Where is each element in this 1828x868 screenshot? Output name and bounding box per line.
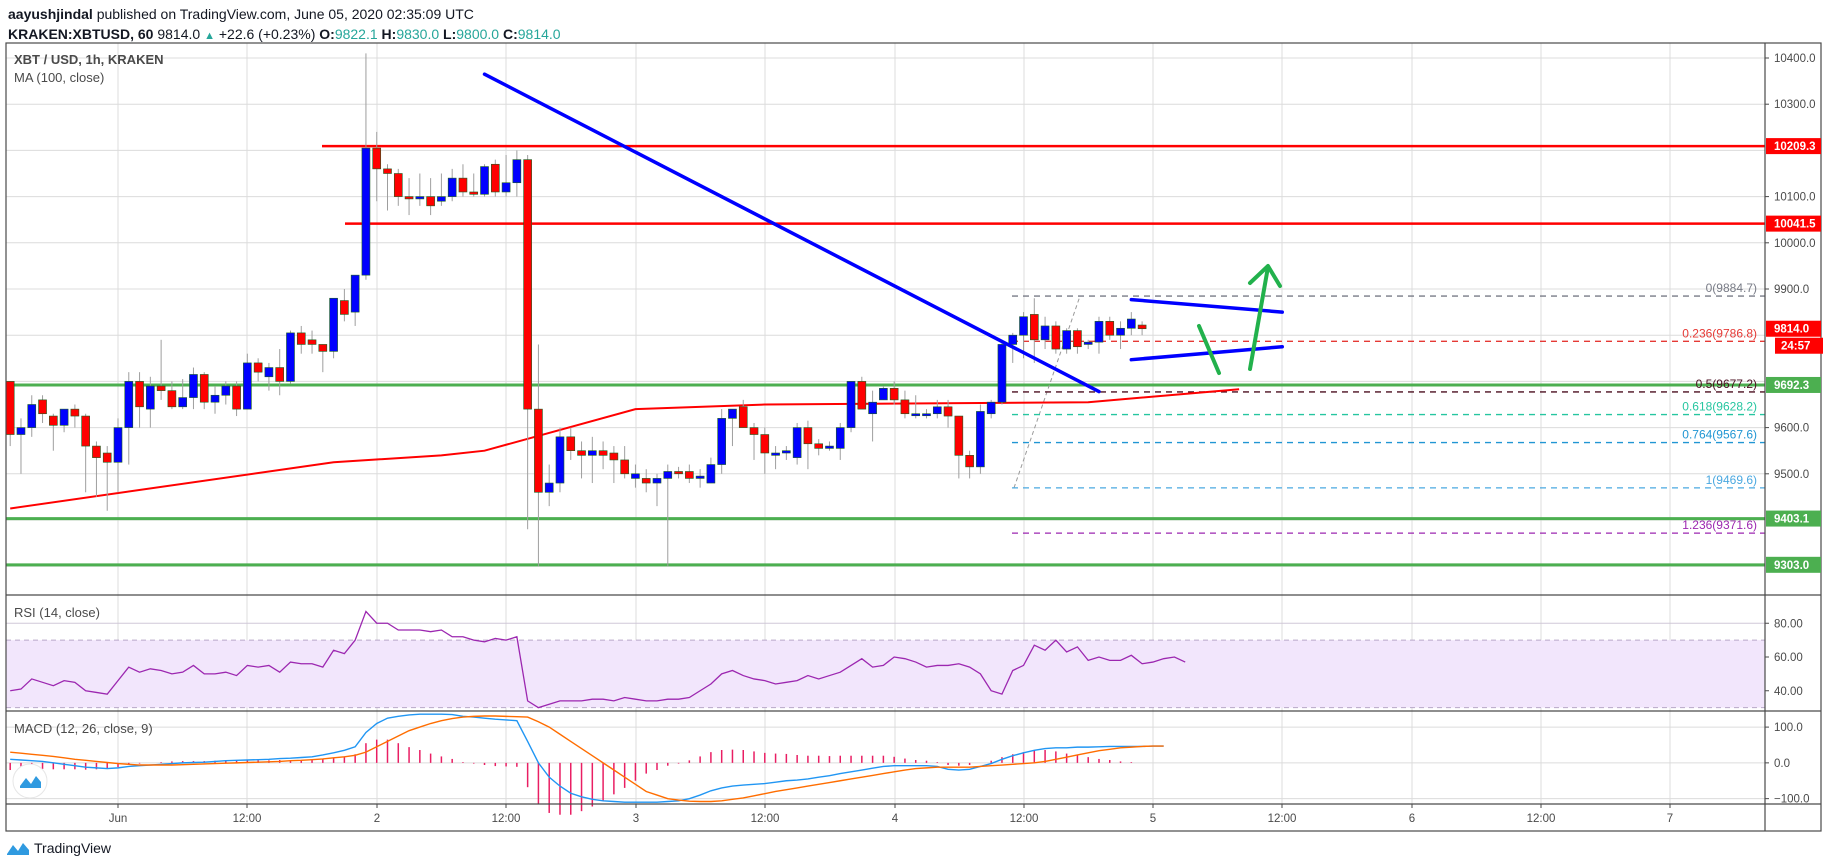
svg-text:24:57: 24:57 [1781, 341, 1810, 353]
svg-text:10209.3: 10209.3 [1774, 141, 1816, 153]
macd-histogram [9, 739, 1133, 815]
candlesticks [5, 53, 1147, 567]
svg-text:4: 4 [892, 813, 899, 825]
chart-frame [5, 42, 1822, 832]
svg-text:−100.0: −100.0 [1774, 794, 1810, 806]
svg-text:12:00: 12:00 [492, 813, 521, 825]
svg-text:10100.0: 10100.0 [1774, 192, 1816, 204]
symbol-label: KRAKEN:XBTUSD, 60 [8, 26, 154, 42]
low-value: 9800.0 [456, 26, 500, 42]
up-triangle-icon: ▲ [204, 30, 215, 42]
tradingview-brand: TradingView [34, 840, 112, 856]
svg-text:0.0: 0.0 [1774, 758, 1790, 770]
macd-line [10, 713, 1164, 803]
high-value: 9830.0 [396, 26, 440, 42]
rsi-legend: RSI (14, close) [14, 605, 100, 620]
published-text: published on TradingView.com, June 05, 2… [92, 6, 474, 22]
close-label: C: [502, 26, 518, 42]
svg-text:12:00: 12:00 [1268, 813, 1297, 825]
svg-text:40.00: 40.00 [1774, 686, 1803, 698]
svg-text:0.764(9567.6): 0.764(9567.6) [1682, 428, 1757, 442]
rsi-line [10, 610, 1186, 709]
svg-text:0.618(9628.2): 0.618(9628.2) [1682, 400, 1757, 414]
svg-text:12:00: 12:00 [233, 813, 262, 825]
svg-text:9303.0: 9303.0 [1774, 560, 1809, 572]
svg-text:9814.0: 9814.0 [1774, 324, 1809, 336]
tv-watermark-icon[interactable] [12, 763, 48, 799]
svg-text:12:00: 12:00 [1527, 813, 1556, 825]
svg-text:10300.0: 10300.0 [1774, 99, 1816, 111]
svg-text:12:00: 12:00 [751, 813, 780, 825]
svg-text:2: 2 [374, 813, 380, 825]
svg-text:5: 5 [1150, 813, 1156, 825]
svg-text:Jun: Jun [109, 813, 128, 825]
svg-text:9403.1: 9403.1 [1774, 514, 1810, 526]
svg-text:0.236(9786.8): 0.236(9786.8) [1682, 326, 1757, 340]
last-price: 9814.0 [157, 26, 201, 42]
close-value: 9814.0 [517, 26, 561, 42]
macd-legend: MACD (12, 26, close, 9) [14, 721, 153, 736]
svg-text:100.0: 100.0 [1774, 722, 1803, 734]
svg-text:6: 6 [1409, 813, 1415, 825]
svg-text:9500.0: 9500.0 [1774, 469, 1809, 481]
tradingview-cloud-icon [7, 843, 29, 855]
ma-legend: MA (100, close) [14, 70, 104, 85]
svg-text:9600.0: 9600.0 [1774, 423, 1809, 435]
svg-text:10000.0: 10000.0 [1774, 238, 1816, 250]
svg-text:3: 3 [633, 813, 639, 825]
axis-labels: Jun 12:00 2 12:00 3 12:00 4 12:00 5 12:00 6 12:00 7 1… [109, 53, 1816, 825]
svg-text:7: 7 [1667, 813, 1673, 825]
symbol-line: KRAKEN:XBTUSD, 60 9814.0 ▲ +22.6 (+0.23%… [8, 24, 561, 46]
svg-text:80.00: 80.00 [1774, 618, 1803, 630]
svg-text:1.236(9371.6): 1.236(9371.6) [1682, 518, 1757, 532]
svg-text:10041.5: 10041.5 [1774, 219, 1816, 231]
publish-header: aayushjindal published on TradingView.co… [8, 4, 561, 46]
svg-text:12:00: 12:00 [1010, 813, 1039, 825]
svg-text:9900.0: 9900.0 [1774, 284, 1809, 296]
horizontal-levels[interactable] [6, 144, 1765, 709]
svg-text:9692.3: 9692.3 [1774, 380, 1809, 392]
svg-text:60.00: 60.00 [1774, 652, 1803, 664]
signal-line [10, 715, 1164, 803]
publisher-name[interactable]: aayushjindal [8, 6, 93, 22]
chart-legend-title: XBT / USD, 1h, KRAKEN [14, 52, 164, 67]
rsi-band [6, 640, 1765, 708]
svg-text:10400.0: 10400.0 [1774, 53, 1816, 65]
high-label: H: [381, 26, 397, 42]
tradingview-logo[interactable]: TradingView [6, 840, 111, 856]
svg-text:1(9469.6): 1(9469.6) [1706, 473, 1757, 487]
low-label: L: [443, 26, 457, 42]
svg-text:0.5(9677.2): 0.5(9677.2) [1696, 377, 1757, 391]
fibonacci-retracement[interactable]: 0(9884.7) 0.236(9786.8) 0.5(9677.2) 0.618(9… [1012, 281, 1765, 534]
publisher-line: aayushjindal published on TradingView.co… [8, 4, 561, 24]
trend-drawings[interactable] [482, 72, 1284, 394]
open-value: 9822.1 [334, 26, 378, 42]
open-label: O: [319, 26, 335, 42]
svg-text:0(9884.7): 0(9884.7) [1706, 281, 1757, 295]
price-change: +22.6 (+0.23%) [218, 26, 316, 42]
price-label-pills: 10209.3 10041.5 9814.0 24:57 9692.3 9403.1 930… [1766, 138, 1823, 573]
